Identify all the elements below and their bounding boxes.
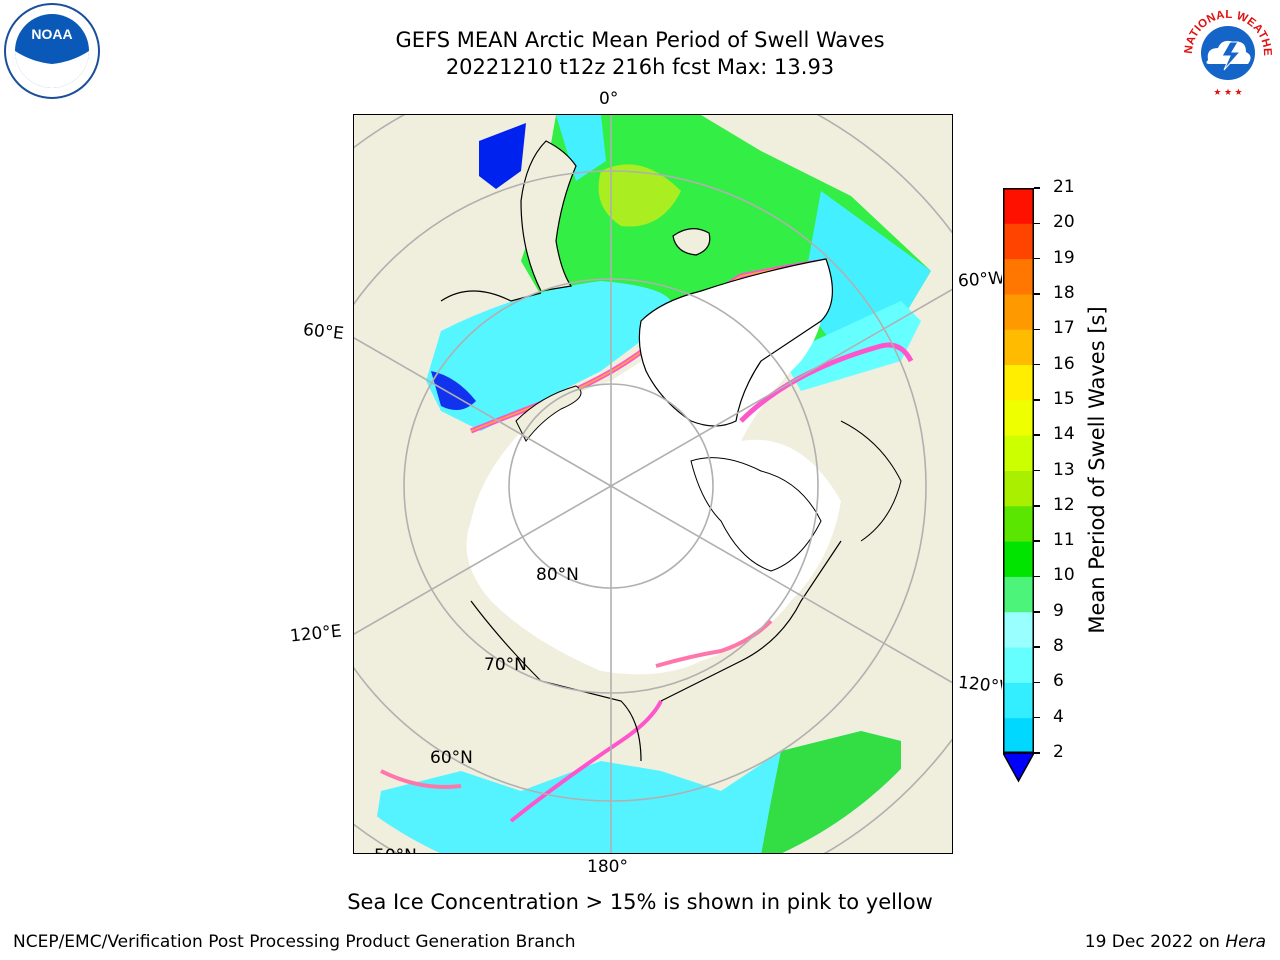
colorbar-tick-label: 19 xyxy=(1053,247,1075,268)
novaya-zemlya xyxy=(515,385,582,442)
colorbar-tick-mark xyxy=(1034,716,1040,719)
lon-label-120e: 120°E xyxy=(289,621,343,647)
colorbar-tick-mark xyxy=(1034,399,1040,401)
colorbar-swatch xyxy=(1003,364,1034,401)
colorbar-label: Mean Period of Swell Waves [s] xyxy=(1085,306,1109,634)
colorbar-swatch xyxy=(1003,258,1034,295)
colorbar-swatch xyxy=(1003,611,1034,648)
colorbar-tick-mark xyxy=(1034,257,1040,260)
nws-logo: NATIONAL WEATHER SERVICE ★ ★ ★ xyxy=(1174,0,1278,100)
baltic-swell xyxy=(479,123,526,189)
colorbar-tick-label: 4 xyxy=(1053,706,1064,727)
footer-credit: NCEP/EMC/Verification Post Processing Pr… xyxy=(13,932,576,952)
colorbar xyxy=(1003,188,1034,783)
colorbar-swatch xyxy=(1003,399,1034,436)
colorbar-swatch xyxy=(1003,293,1034,330)
colorbar-tick-label: 18 xyxy=(1053,282,1075,303)
lat-label-50n: 50°N xyxy=(374,846,417,854)
colorbar-tick-label: 15 xyxy=(1053,388,1075,409)
colorbar-tick-mark xyxy=(1034,328,1040,330)
scandinavia xyxy=(520,140,577,292)
colorbar-swatch xyxy=(1003,188,1034,224)
colorbar-tick-mark xyxy=(1034,681,1040,684)
colorbar-swatch xyxy=(1003,541,1034,577)
noaa-logo-text: NOAA xyxy=(31,26,72,42)
chart-title: GEFS MEAN Arctic Mean Period of Swell Wa… xyxy=(395,28,885,52)
colorbar-tick-label: 2 xyxy=(1053,742,1064,762)
colorbar-tick-label: 16 xyxy=(1053,353,1075,374)
colorbar-tick-mark xyxy=(1034,363,1040,366)
colorbar-tick-mark xyxy=(1034,646,1040,648)
graticule xyxy=(354,115,952,853)
colorbar-tick-mark xyxy=(1034,187,1040,189)
lat-label-60n: 60°N xyxy=(430,748,473,768)
colorbar-tick-label: 13 xyxy=(1053,459,1075,480)
colorbar-tick-label: 21 xyxy=(1053,177,1075,197)
sea-ice-footnote: Sea Ice Concentration > 15% is shown in … xyxy=(347,890,933,914)
canadian-archipelago xyxy=(690,457,822,572)
colorbar-tick-mark xyxy=(1034,540,1040,542)
colorbar-tick-label: 20 xyxy=(1053,212,1075,233)
colorbar-tick-mark xyxy=(1034,293,1040,295)
colorbar-tick-mark xyxy=(1034,434,1040,436)
footer-date-text: 19 Dec 2022 on xyxy=(1084,932,1226,952)
iceland xyxy=(672,228,711,256)
colorbar-swatch xyxy=(1003,329,1034,366)
colorbar-tick-label: 12 xyxy=(1053,494,1075,515)
lon-label-0: 0° xyxy=(599,89,619,109)
map-panel: 80°N 70°N 60°N 50°N xyxy=(353,114,953,854)
lon-label-60w: 60°W xyxy=(957,268,1003,292)
colorbar-tick-mark xyxy=(1034,505,1040,507)
lat-label-80n: 80°N xyxy=(536,565,579,585)
colorbar-tick-mark xyxy=(1034,469,1040,472)
colorbar-tick-mark xyxy=(1034,575,1040,578)
colorbar-swatch xyxy=(1003,223,1034,260)
colorbar-extend-min xyxy=(1003,752,1034,783)
footer-date: 19 Dec 2022 on Hera xyxy=(1085,932,1266,952)
swell-field xyxy=(371,115,931,853)
colorbar-tick-label: 17 xyxy=(1053,318,1075,339)
alaska-coast xyxy=(660,540,842,702)
colorbar-swatch xyxy=(1003,576,1034,613)
colorbar-swatch xyxy=(1003,505,1034,542)
lon-label-60e: 60°E xyxy=(302,319,345,345)
lat-label-70n: 70°N xyxy=(484,655,527,675)
colorbar-tick-label: 9 xyxy=(1053,600,1064,621)
svg-text:★ ★ ★: ★ ★ ★ xyxy=(1213,87,1242,97)
colorbar-tick-label: 8 xyxy=(1053,636,1064,657)
colorbar-swatch xyxy=(1003,470,1034,507)
colorbar-tick-label: 6 xyxy=(1053,671,1064,692)
colorbar-swatch xyxy=(1003,717,1034,754)
colorbar-swatch xyxy=(1003,682,1034,719)
lon-label-120w: 120°W xyxy=(957,672,1003,698)
footer-host: Hera xyxy=(1225,932,1266,952)
chart-subtitle: 20221210 t12z 216h fcst Max: 13.93 xyxy=(445,55,835,79)
colorbar-swatch xyxy=(1003,435,1034,471)
colorbar-swatch xyxy=(1003,647,1034,683)
colorbar-tick-mark xyxy=(1034,752,1040,754)
lon-label-180: 180° xyxy=(587,857,628,877)
noaa-logo: NOAA xyxy=(2,2,102,100)
barents-swell xyxy=(426,281,671,431)
colorbar-tick-label: 10 xyxy=(1053,565,1075,586)
colorbar-tick-label: 11 xyxy=(1053,530,1075,551)
colorbar-tick-mark xyxy=(1034,611,1040,613)
colorbar-tick-label: 14 xyxy=(1053,424,1075,445)
colorbar-tick-mark xyxy=(1034,222,1040,225)
